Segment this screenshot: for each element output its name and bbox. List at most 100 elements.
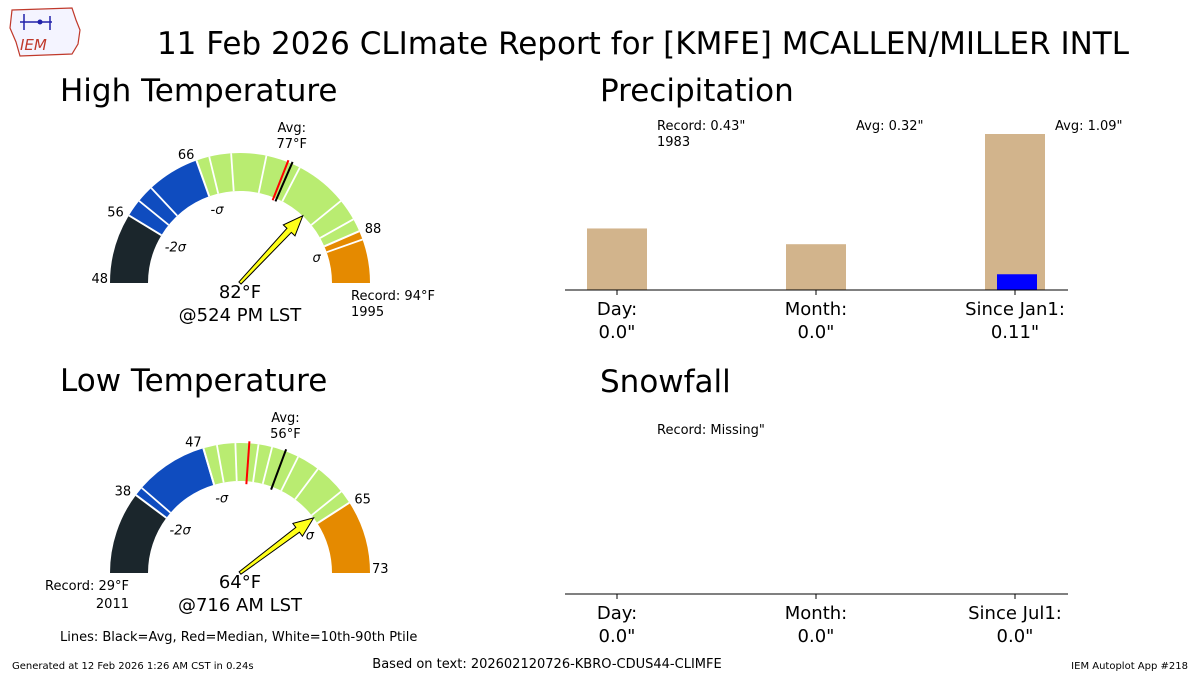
threshold-label: 73 — [372, 562, 389, 577]
high-temperature-gauge: 48 56 66 88 -2σ -σ σ Avg:77°F 82°F@524 PM LST Rec… — [91, 121, 435, 326]
observed-time: @716 AM LST — [178, 595, 303, 616]
band-boundary-line — [195, 160, 211, 197]
gauge-band — [196, 152, 360, 247]
record-year: 2011 — [96, 597, 129, 612]
percentile-line — [310, 200, 342, 226]
percentile-line — [280, 456, 299, 492]
climo-label: Record: Missing" — [657, 423, 765, 438]
observed-total-label: 0.0" — [798, 322, 835, 343]
observed-needle — [238, 214, 304, 285]
climo-label: Avg: 0.32" — [856, 119, 924, 134]
threshold-label: 65 — [354, 492, 371, 507]
page-title: 11 Feb 2026 CLImate Report for [KMFE] MC… — [157, 26, 1130, 62]
band-boundary-line — [316, 501, 350, 525]
sigma-label: -2σ — [170, 523, 192, 538]
gauge-band — [317, 502, 370, 573]
percentile-line — [257, 155, 268, 194]
average-line — [274, 161, 294, 202]
avg-value: 77°F — [277, 137, 308, 152]
category-label: Month: — [785, 299, 847, 320]
high-temp-title: High Temperature — [60, 73, 337, 109]
record-year: 1995 — [351, 305, 384, 320]
iowa-outline-icon — [9, 7, 81, 57]
gauge-band — [128, 160, 210, 236]
gauge-band — [110, 215, 162, 283]
observed-bar — [997, 274, 1037, 290]
percentile-line — [138, 200, 170, 226]
source-text-id: Based on text: 202602120726-KBRO-CDUS44-… — [372, 657, 721, 672]
observed-total-label: 0.0" — [798, 626, 835, 647]
band-boundary-line — [135, 494, 167, 519]
climo-bar — [786, 244, 846, 290]
category-label: Since Jul1: — [968, 603, 1062, 624]
percentile-line — [150, 187, 178, 217]
percentile-line — [294, 468, 319, 500]
median-line — [245, 441, 251, 485]
sigma-label: -σ — [215, 492, 229, 507]
autoplot-app-id: IEM Autoplot App #218 — [1071, 661, 1188, 672]
climo-label: 1983 — [657, 135, 690, 150]
generated-timestamp: Generated at 12 Feb 2026 1:26 AM CST in … — [12, 661, 254, 672]
category-label: Day: — [597, 603, 637, 624]
sigma-label: -2σ — [165, 240, 187, 255]
observed-value: 82°F — [219, 282, 261, 303]
precip-title: Precipitation — [600, 73, 794, 109]
avg-label: Avg: — [271, 411, 299, 426]
median-line — [271, 159, 290, 201]
climo-bar — [985, 134, 1045, 290]
sigma-label: -σ — [211, 203, 225, 218]
percentile-line — [208, 156, 220, 194]
climo-label: Avg: 1.09" — [1055, 119, 1123, 134]
category-label: Month: — [785, 603, 847, 624]
snowfall-title: Snowfall — [600, 364, 731, 400]
threshold-label: 56 — [107, 205, 124, 220]
record-label: Record: 29°F — [45, 579, 129, 594]
category-label: Since Jan1: — [965, 299, 1065, 320]
lines-legend-note: Lines: Black=Avg, Red=Median, White=10th… — [60, 630, 417, 645]
gauge-band — [203, 443, 350, 524]
percentile-line — [234, 443, 238, 482]
percentile-line — [252, 444, 260, 483]
band-boundary-line — [323, 230, 360, 248]
low-temperature-gauge: 38 47 65 73 -2σ -σ σ Avg:56°F 64°F@716 AM LST Rec… — [45, 411, 389, 616]
iem-logo: IEM — [9, 7, 81, 57]
record-label: Record: 94°F — [351, 289, 435, 304]
percentile-line — [319, 218, 354, 239]
observed-value: 64°F — [219, 572, 261, 593]
observed-total-label: 0.0" — [997, 626, 1034, 647]
avg-value: 56°F — [270, 427, 301, 442]
percentile-line — [281, 167, 301, 202]
threshold-label: 66 — [178, 148, 195, 163]
percentile-line — [202, 448, 215, 485]
threshold-label: 88 — [365, 222, 382, 237]
observed-total-label: 0.0" — [599, 322, 636, 343]
category-label: Day: — [597, 299, 637, 320]
low-temp-title: Low Temperature — [60, 363, 327, 399]
percentile-line — [216, 444, 225, 483]
band-boundary-line — [128, 214, 162, 237]
percentile-line — [261, 446, 274, 485]
climo-label: Record: 0.43" — [657, 119, 745, 134]
gauge-band — [324, 231, 370, 283]
sigma-label: σ — [312, 251, 321, 266]
threshold-label: 48 — [91, 272, 108, 287]
observed-time: @524 PM LST — [179, 305, 303, 326]
climo-bar — [587, 228, 647, 290]
percentile-line — [141, 487, 172, 514]
observed-needle — [238, 517, 315, 575]
avg-label: Avg: — [278, 121, 306, 136]
average-line — [270, 448, 288, 490]
percentile-line — [230, 153, 235, 192]
observed-total-label: 0.0" — [599, 626, 636, 647]
observed-total-label: 0.11" — [991, 322, 1039, 343]
threshold-label: 38 — [115, 484, 132, 499]
gauge-band — [110, 495, 167, 573]
threshold-label: 47 — [185, 436, 202, 451]
logo-text: IEM — [20, 36, 47, 54]
percentile-line — [311, 490, 342, 516]
sigma-label: σ — [306, 528, 315, 543]
snowfall-chart: Record: Missing"Day:0.0"Month:0.0"Since … — [565, 423, 1068, 647]
percentile-line — [326, 238, 363, 254]
